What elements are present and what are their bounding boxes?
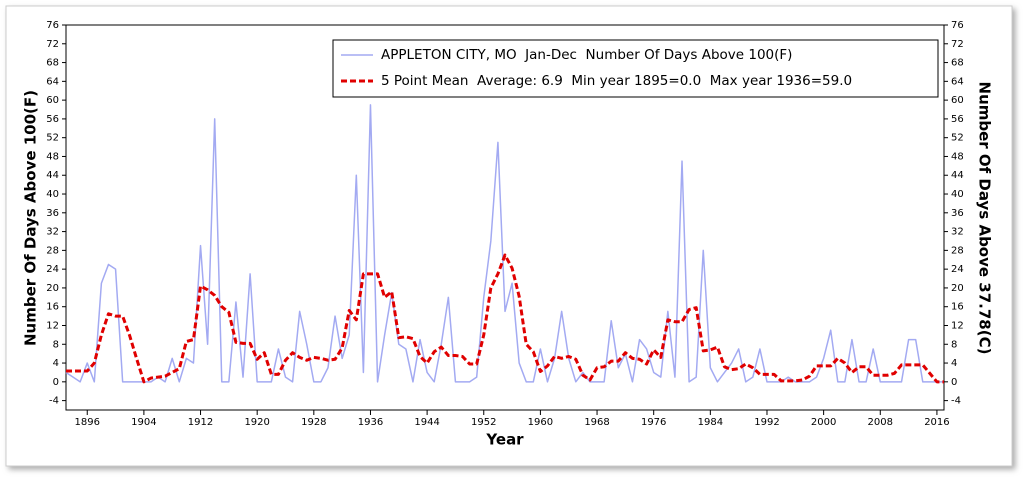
x-tick-label: 2008 [868, 417, 893, 428]
series-line [66, 253, 944, 384]
y2-tick-label: 48 [951, 151, 964, 162]
y2-axis-label: Number Of Days Above 37.78(C) [976, 82, 994, 355]
y-tick-label: 44 [46, 170, 59, 181]
y-tick-label: 16 [46, 302, 59, 313]
y-tick-label: 56 [46, 114, 59, 125]
y-tick-label: 8 [53, 339, 59, 350]
y-tick-label: 48 [46, 151, 59, 162]
x-tick-label: 1960 [528, 417, 553, 428]
x-tick-label: 1904 [131, 417, 156, 428]
y-tick-label: 72 [46, 39, 59, 50]
y2-tick-label: 28 [951, 245, 964, 256]
y-tick-label: 28 [46, 245, 59, 256]
y-tick-label: 24 [46, 264, 59, 275]
y-tick-label: 76 [46, 20, 59, 31]
legend-label: 5 Point Mean Average: 6.9 Min year 1895=… [381, 73, 852, 89]
y2-tick-label: 72 [951, 39, 964, 50]
y-tick-label: -4 [49, 396, 59, 407]
x-tick-label: 1912 [188, 417, 213, 428]
y2-tick-label: 12 [951, 320, 964, 331]
x-tick-label: 1920 [244, 417, 269, 428]
x-tick-label: 1992 [754, 417, 779, 428]
y-tick-label: 64 [46, 76, 59, 87]
y2-tick-label: 64 [951, 76, 964, 87]
x-tick-label: 1952 [471, 417, 496, 428]
y2-tick-label: 0 [951, 377, 957, 388]
legend-box [332, 39, 939, 98]
y-tick-label: 52 [46, 133, 59, 144]
y2-tick-label: 20 [951, 283, 964, 294]
y2-tick-label: 32 [951, 227, 964, 238]
x-tick-label: 2000 [811, 417, 836, 428]
x-tick-label: 1944 [414, 417, 439, 428]
y-tick-label: 0 [53, 377, 59, 388]
y2-tick-label: 4 [951, 358, 957, 369]
x-tick-label: 1976 [641, 417, 666, 428]
y2-tick-label: -4 [951, 396, 961, 407]
y-tick-label: 36 [46, 208, 59, 219]
x-tick-label: 1936 [358, 417, 383, 428]
y-tick-label: 40 [46, 189, 59, 200]
y-tick-label: 60 [46, 95, 59, 106]
y-axis-label: Number Of Days Above 100(F) [22, 90, 40, 346]
y2-tick-label: 40 [951, 189, 964, 200]
y2-tick-label: 60 [951, 95, 964, 106]
x-tick-label: 2016 [924, 417, 949, 428]
x-tick-label: 1984 [698, 417, 723, 428]
y-tick-label: 68 [46, 58, 59, 69]
y2-tick-label: 76 [951, 20, 964, 31]
y-tick-label: 20 [46, 283, 59, 294]
y2-tick-label: 16 [951, 302, 964, 313]
y2-tick-label: 36 [951, 208, 964, 219]
x-tick-label: 1968 [584, 417, 609, 428]
y2-tick-label: 68 [951, 58, 964, 69]
y2-tick-label: 8 [951, 339, 957, 350]
y-tick-label: 4 [53, 358, 59, 369]
x-tick-label: 1928 [301, 417, 326, 428]
y2-tick-label: 56 [951, 114, 964, 125]
y-tick-label: 32 [46, 227, 59, 238]
x-axis-label: Year [485, 431, 524, 449]
y-tick-label: 12 [46, 320, 59, 331]
y2-tick-label: 24 [951, 264, 964, 275]
x-tick-label: 1896 [75, 417, 100, 428]
y2-tick-label: 44 [951, 170, 964, 181]
y2-tick-label: 52 [951, 133, 964, 144]
legend-label: APPLETON CITY, MO Jan-Dec Number Of Days… [381, 47, 792, 63]
